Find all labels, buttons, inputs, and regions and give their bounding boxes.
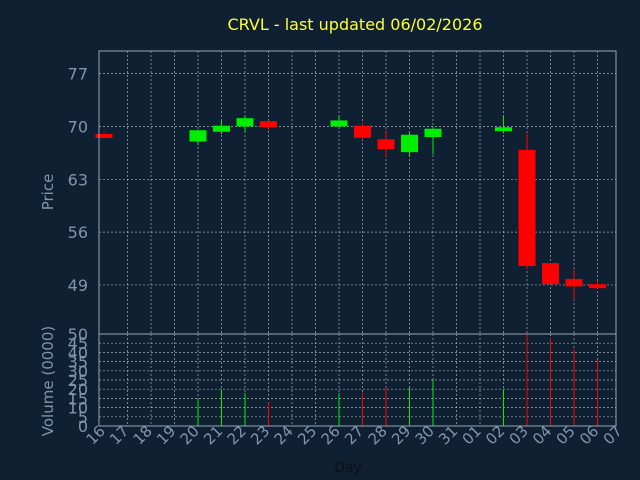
candle-body (542, 263, 559, 285)
candle-body (401, 134, 418, 153)
price-tick-label: 49 (68, 276, 88, 295)
volume-bars (197, 334, 598, 426)
candle-body (354, 125, 371, 138)
candle-body (565, 278, 583, 287)
candles (95, 115, 606, 301)
volume-tick-label: 40 (68, 343, 88, 362)
volume-tick-label: 20 (68, 380, 88, 399)
volume-tick-label: 30 (68, 362, 88, 381)
volume-tick-label: 45 (68, 334, 88, 353)
candle-body (95, 134, 113, 139)
candle-body (330, 120, 348, 127)
candle-body (589, 284, 606, 289)
price-tick-label: 70 (68, 117, 88, 136)
candle-body (236, 118, 254, 127)
volume-tick-label: 0 (78, 417, 88, 436)
price-tick-label: 56 (68, 223, 88, 242)
volume-panel-frame (98, 333, 617, 427)
volume-tick-label: 25 (68, 371, 88, 390)
chart-title: CRVL - last updated 06/02/2026 (228, 15, 483, 34)
candle-body (213, 125, 230, 132)
volume-tick-label: 15 (68, 389, 88, 408)
volume-axis-label: Volume (0000) (39, 326, 57, 436)
candle-body (189, 130, 207, 142)
price-axis-label: Price (39, 174, 57, 211)
volume-tick-label: 35 (68, 353, 88, 372)
price-tick-label: 77 (68, 65, 88, 84)
candle-body (518, 149, 536, 267)
volume-tick-label: 10 (68, 399, 88, 418)
candle-body (260, 121, 277, 128)
candle-body (377, 139, 395, 150)
candle-body (495, 127, 512, 132)
candle-body (424, 128, 442, 138)
volume-tick-label: 5 (78, 408, 88, 427)
price-tick-label: 63 (68, 170, 88, 189)
plot-frames (98, 50, 617, 427)
volume-tick-label: 50 (68, 325, 88, 344)
x-axis-label: Day (334, 460, 362, 476)
